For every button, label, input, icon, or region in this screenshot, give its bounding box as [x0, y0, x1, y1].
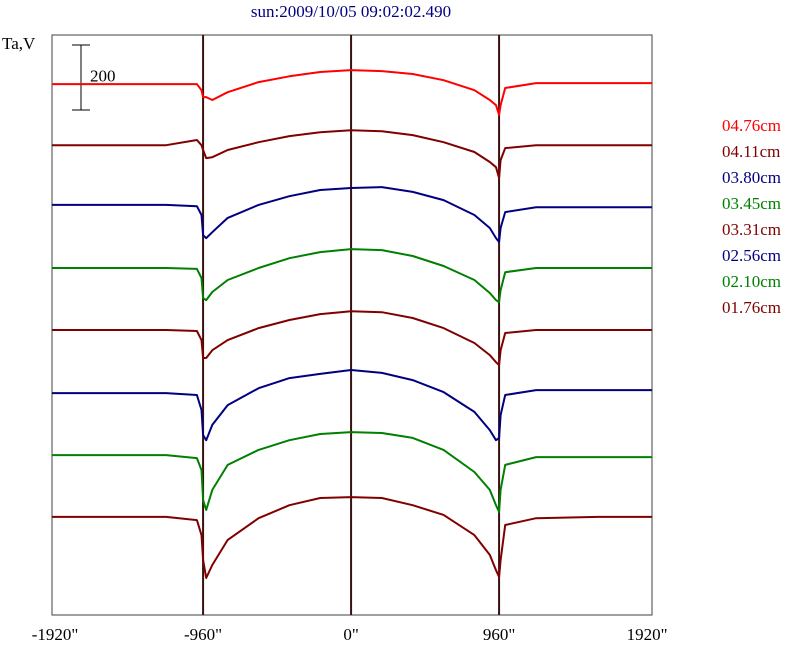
data-line — [52, 369, 652, 442]
legend-entry: 02.56cm — [722, 246, 781, 265]
x-tick-label: 0" — [343, 625, 358, 644]
x-tick-label: -1920" — [32, 625, 79, 644]
x-tick-label: 1920" — [627, 625, 668, 644]
legend-entry: 02.10cm — [722, 272, 781, 291]
legend-entry: 03.45cm — [722, 194, 781, 213]
legend-entry: 01.76cm — [722, 298, 781, 317]
scale-bar — [72, 44, 90, 111]
chart-title: sun:2009/10/05 09:02:02.490 — [251, 2, 451, 21]
legend-entry: 04.11cm — [722, 142, 780, 161]
x-tick-label: -960" — [184, 625, 222, 644]
data-line — [52, 129, 652, 179]
data-line — [52, 496, 652, 579]
data-line — [52, 186, 652, 243]
data-line — [52, 310, 652, 367]
x-tick-label: 960" — [483, 625, 515, 644]
legend-entry: 03.31cm — [722, 220, 781, 239]
scale-bar-label: 200 — [90, 66, 116, 85]
legend-entry: 04.76cm — [722, 116, 781, 135]
data-line — [52, 248, 652, 304]
data-line — [52, 69, 652, 116]
legend-entry: 03.80cm — [722, 168, 781, 187]
data-line — [52, 431, 652, 513]
y-axis-label: Ta,V — [2, 34, 36, 53]
